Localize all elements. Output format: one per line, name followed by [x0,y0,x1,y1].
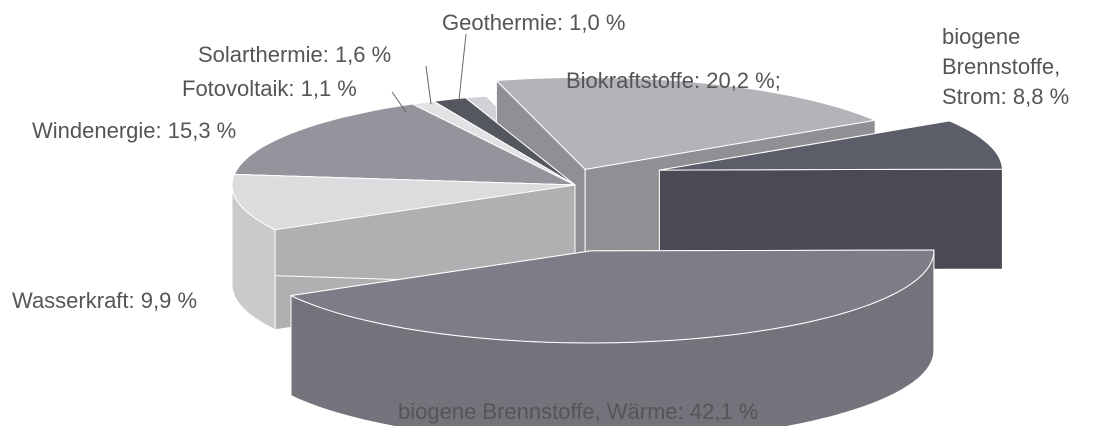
slice-label: Fotovoltaik: 1,1 % [182,76,357,101]
slice [231,173,576,231]
slice-label: Windenergie: 15,3 % [32,118,237,143]
slice-label: biogene Brennstoffe, Wärme: 42,1 % [398,399,759,424]
slices [231,76,1003,426]
slice-label: Solarthermie: 1,6 % [198,42,392,67]
leader-line [458,33,467,101]
slice-label: Geothermie: 1,0 % [442,10,626,35]
leader-line [425,65,432,105]
slice-label: biogene Brennstoffe, Strom: 8,8 % [942,24,1070,109]
leader-line [391,91,407,113]
slice-label: Wasserkraft: 9,9 % [12,288,198,313]
slice [233,103,576,186]
slice [659,120,1003,171]
slice [495,76,878,170]
slice [289,249,935,344]
slice-label: Biokraftstoffe: 20,2 %; [566,68,781,93]
